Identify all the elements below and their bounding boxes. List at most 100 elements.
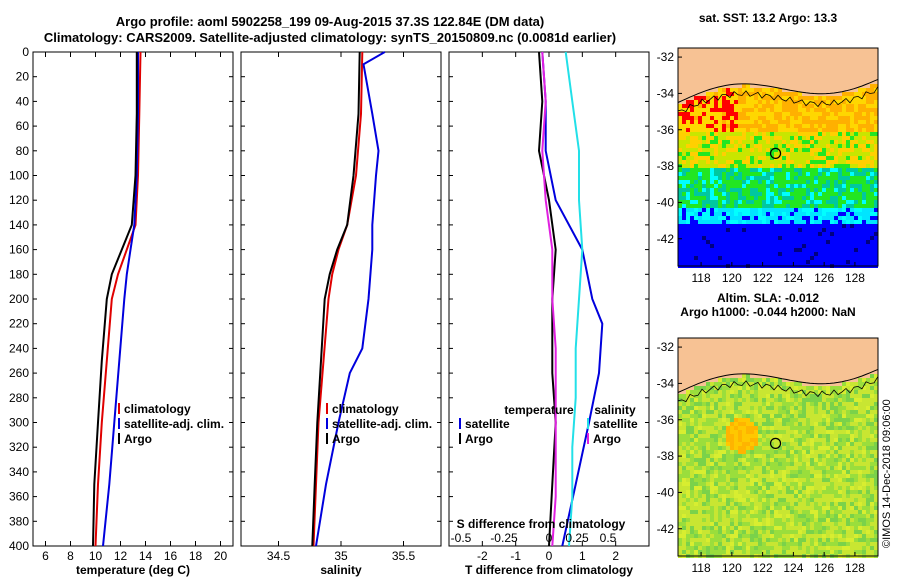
sst_map-cell (854, 220, 858, 224)
sst_map-cell (846, 220, 850, 224)
sst_map-cell (854, 88, 858, 92)
sst_map-cell (866, 92, 870, 96)
sst_map-cell (834, 248, 838, 252)
sst_map-cell (838, 96, 842, 100)
sst_map-cell (862, 52, 866, 56)
sst_map-cell (842, 220, 846, 224)
sla_map-cell (690, 494, 694, 498)
sst_map-cell (790, 232, 794, 236)
sla_map-cell (862, 478, 866, 482)
sst_map-cell (770, 72, 774, 76)
sst_map-cell (766, 140, 770, 144)
sla_map-cell (854, 354, 858, 358)
sst_map-cell (786, 48, 790, 52)
sla_map-cell (762, 394, 766, 398)
sst_map-cell (726, 236, 730, 240)
sst_map-cell (834, 84, 838, 88)
sla_map-cell (690, 362, 694, 366)
sla_map-cell (862, 366, 866, 370)
sla_map-cell (702, 378, 706, 382)
sla_map-cell (702, 406, 706, 410)
sla_map-cell (726, 490, 730, 494)
sst_map-cell (698, 96, 702, 100)
sst_map-cell (818, 184, 822, 188)
sst_map-cell (714, 84, 718, 88)
sst_map-cell (678, 204, 682, 208)
sst_map-cell (746, 152, 750, 156)
sst_map-cell (702, 228, 706, 232)
sst_map-cell (802, 240, 806, 244)
sst_map-cell (790, 68, 794, 72)
sst_map-cell (714, 172, 718, 176)
sla_map-cell (750, 374, 754, 378)
sst_map-cell (790, 92, 794, 96)
sst_map-cell (726, 72, 730, 76)
sst_map-cell (846, 184, 850, 188)
sla_map-cell (810, 362, 814, 366)
sst_map-cell (686, 196, 690, 200)
sla_map-cell (794, 482, 798, 486)
sla_map-cell (678, 474, 682, 478)
sla_map-cell (830, 430, 834, 434)
sst_map-cell (718, 100, 722, 104)
sla_map-cell (822, 482, 826, 486)
sla_map-cell (762, 482, 766, 486)
sst_map-cell (686, 220, 690, 224)
difference-panel: -2 -1 0 1 2T difference from climatologytemp… (448, 51, 650, 577)
sla_map-cell (718, 390, 722, 394)
sla_map-cell (738, 474, 742, 478)
sla_map-cell (726, 470, 730, 474)
sst_map-cell (706, 248, 710, 252)
sst_map-cell (742, 116, 746, 120)
sla_map-cell (698, 458, 702, 462)
sst_map-cell (738, 52, 742, 56)
sst_map-cell (682, 88, 686, 92)
sst_map-cell (714, 256, 718, 260)
sst_map-cell (678, 176, 682, 180)
sst_map-cell (866, 260, 870, 264)
sst_map-cell (870, 176, 874, 180)
sst_map-cell (826, 228, 830, 232)
sst_map-cell (814, 244, 818, 248)
sst_map-cell (754, 76, 758, 80)
sst_map-cell (746, 200, 750, 204)
sla_map-cell (782, 342, 786, 346)
sst_map-cell (858, 56, 862, 60)
sst_map-cell (698, 236, 702, 240)
difference-xlabel: T difference from climatology (465, 563, 633, 577)
sla_map-cell (742, 414, 746, 418)
sst_map-cell (694, 140, 698, 144)
sst_map-cell (858, 132, 862, 136)
sst_map-cell (858, 84, 862, 88)
sla_map-cell (794, 490, 798, 494)
sla_map-cell (818, 470, 822, 474)
sst_map-cell (846, 52, 850, 56)
sla_map-cell (846, 450, 850, 454)
sla_map-cell (698, 386, 702, 390)
sst_map-cell (778, 188, 782, 192)
sst_map-cell (690, 84, 694, 88)
sst_map-cell (770, 200, 774, 204)
sst_map-cell (858, 136, 862, 140)
sst_map-cell (698, 176, 702, 180)
sla_map-cell (870, 362, 874, 366)
sst_map-cell (814, 100, 818, 104)
sst_map-cell (678, 240, 682, 244)
sst_map-cell (710, 148, 714, 152)
sst_map-cell (782, 172, 786, 176)
sla_map-cell (746, 370, 750, 374)
sst_map-cell (722, 112, 726, 116)
sst_map-cell (698, 260, 702, 264)
sst_map-cell (870, 244, 874, 248)
sst_map-cell (690, 152, 694, 156)
sst_map-cell (714, 160, 718, 164)
sst_map-cell (798, 144, 802, 148)
sst_map-cell (846, 100, 850, 104)
sst_map-cell (722, 160, 726, 164)
sla_map-cell (822, 438, 826, 442)
sla_map-cell (798, 446, 802, 450)
sla_map-cell (686, 450, 690, 454)
sla_map-cell (802, 390, 806, 394)
sla_map-cell (742, 354, 746, 358)
sst_map-cell (738, 112, 742, 116)
